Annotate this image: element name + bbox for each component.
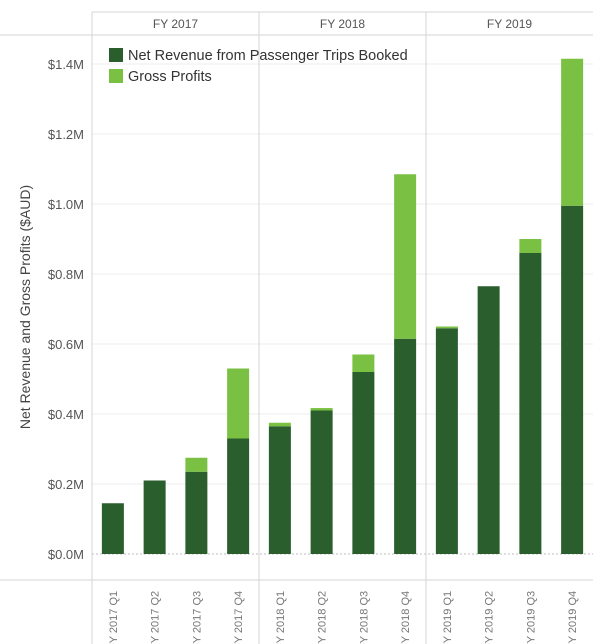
x-category-label: FY 2019 Q4 <box>567 591 579 644</box>
legend-swatch <box>109 48 123 62</box>
net-revenue-bar <box>101 503 124 554</box>
y-tick-label: $0.0M <box>48 547 84 562</box>
gross-profit-bar <box>394 174 417 339</box>
net-revenue-bar <box>268 426 291 554</box>
x-category-label: FY 2019 Q3 <box>525 591 537 644</box>
x-category-label: FY 2018 Q3 <box>358 591 370 644</box>
panel-header: FY 2019 <box>487 17 532 31</box>
legend-label: Net Revenue from Passenger Trips Booked <box>128 48 408 64</box>
panel-header: FY 2017 <box>153 17 198 31</box>
gross-profit-bar <box>268 422 291 427</box>
x-category-label: FY 2019 Q1 <box>442 591 454 644</box>
y-tick-label: $1.0M <box>48 197 84 212</box>
gross-profit-bar <box>519 239 542 253</box>
gross-profit-bar <box>352 354 375 372</box>
gross-profit-bar <box>310 408 333 411</box>
x-category-label: FY 2017 Q4 <box>233 591 245 644</box>
y-tick-label: $0.8M <box>48 267 84 282</box>
net-revenue-bar <box>519 253 542 554</box>
gross-profit-bar <box>561 58 584 206</box>
gross-profit-bar <box>185 457 208 472</box>
y-axis-ticks: $0.0M $0.2M $0.4M $0.6M $0.8M $1.0M $1.2M $1.4M <box>48 57 84 562</box>
y-tick-label: $0.4M <box>48 407 84 422</box>
y-tick-label: $1.4M <box>48 57 84 72</box>
y-axis-title: Net Revenue and Gross Profits ($AUD) <box>17 185 33 429</box>
net-revenue-bar <box>143 480 166 554</box>
net-revenue-bar <box>477 286 500 554</box>
panel-headers: FY 2017 FY 2018 FY 2019 <box>153 17 532 31</box>
legend-swatch <box>109 69 123 83</box>
panel-header: FY 2018 <box>320 17 365 31</box>
gridlines <box>92 63 593 555</box>
x-category-label: FY 2017 Q3 <box>191 591 203 644</box>
net-revenue-bar <box>561 205 584 554</box>
net-revenue-bar <box>352 372 375 554</box>
x-category-label: FY 2018 Q4 <box>400 591 412 644</box>
x-category-label: FY 2017 Q1 <box>108 591 120 644</box>
y-tick-label: $0.2M <box>48 477 84 492</box>
x-category-label: FY 2019 Q2 <box>484 591 496 644</box>
x-category-label: FY 2017 Q2 <box>150 591 162 644</box>
panel-dividers <box>0 11 593 644</box>
bars <box>101 58 584 554</box>
net-revenue-bar <box>394 338 417 554</box>
y-tick-label: $0.6M <box>48 337 84 352</box>
net-revenue-bar <box>435 328 458 554</box>
x-axis-category-labels: FY 2017 Q1 FY 2017 Q2 FY 2017 Q3 FY 2017 Q4… <box>108 591 579 644</box>
gross-profit-bar <box>435 326 458 329</box>
legend-label: Gross Profits <box>128 69 212 85</box>
net-revenue-bar <box>227 438 250 554</box>
y-tick-label: $1.2M <box>48 127 84 142</box>
x-category-label: FY 2018 Q1 <box>275 591 287 644</box>
net-revenue-bar <box>310 410 333 554</box>
x-category-label: FY 2018 Q2 <box>317 591 329 644</box>
legend: Net Revenue from Passenger Trips Booked G… <box>109 48 408 85</box>
net-revenue-bar <box>185 471 208 554</box>
gross-profit-bar <box>227 368 250 439</box>
